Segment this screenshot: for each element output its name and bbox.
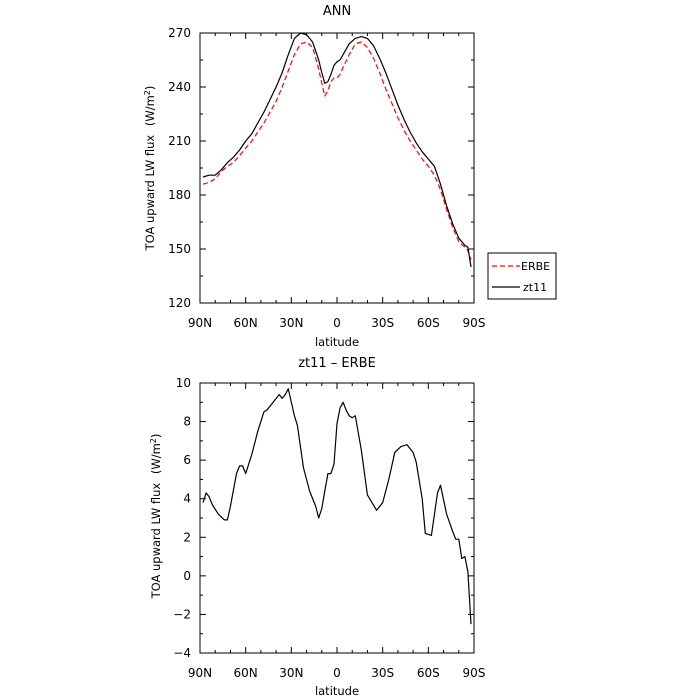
annual-mean-panel: ANN 90N 60N 30N 0 30S 60S 90S 120 150 180 210 240 27… xyxy=(143,4,557,349)
x-tick-label: 30N xyxy=(279,316,303,330)
x-axis-title: latitude xyxy=(315,335,359,349)
x-tick-label: 90N xyxy=(188,316,212,330)
y-tick-label: 210 xyxy=(168,134,191,148)
x-tick-label: 90N xyxy=(188,666,212,680)
y-axis-title: TOA upward LW flux (W/m2) xyxy=(149,434,164,600)
series-line-zt11 xyxy=(202,32,472,268)
x-tick-label: 0 xyxy=(333,316,341,330)
y-tick-label: 6 xyxy=(183,453,191,467)
y-axis-title-text: TOA upward LW flux xyxy=(143,135,157,252)
y-tick-label: 4 xyxy=(183,492,191,506)
chart-title: zt11 – ERBE xyxy=(298,356,376,371)
series-line-difference xyxy=(202,388,472,625)
x-tick-label: 30S xyxy=(371,316,394,330)
x-tick-label: 60N xyxy=(234,666,258,680)
chart-title: ANN xyxy=(323,4,351,19)
x-tick-label: 30N xyxy=(279,666,303,680)
y-tick-label: 10 xyxy=(176,376,191,390)
legend-box xyxy=(487,252,557,300)
y-tick-label: 2 xyxy=(183,530,191,544)
y-tick-label: −4 xyxy=(173,646,191,660)
x-tick-label: 90S xyxy=(463,666,486,680)
y-axis-title-text: TOA upward LW flux xyxy=(149,483,163,600)
y-axis-title-unit: (W/m xyxy=(149,443,163,474)
y-tick-label: 8 xyxy=(183,415,191,429)
x-tick-label: 60S xyxy=(417,666,440,680)
y-tick-label: 180 xyxy=(168,188,191,202)
difference-panel: zt11 – ERBE 90N 60N 30N 0 30S 60S 90S −4 −2 0 2 4 6 8… xyxy=(149,356,486,698)
y-axis-title-unit-close: ) xyxy=(143,86,157,91)
x-tick-label: 90S xyxy=(463,316,486,330)
y-tick-label: 0 xyxy=(183,569,191,583)
plot-area: 90N 60N 30N 0 30S 60S 90S −4 −2 0 2 4 6 8 10 xyxy=(173,376,485,680)
plot-area: 90N 60N 30N 0 30S 60S 90S 120 150 180 210 240 270 xyxy=(168,26,485,330)
x-tick-label: 60N xyxy=(234,316,258,330)
x-tick-label: 0 xyxy=(333,666,341,680)
series-line-erbe xyxy=(202,41,472,260)
y-tick-label: 120 xyxy=(168,296,191,310)
y-axis-title: TOA upward LW flux (W/m2) xyxy=(143,86,158,252)
x-axis-title: latitude xyxy=(315,684,359,698)
y-tick-label: 270 xyxy=(168,26,191,40)
legend-label-erbe: ERBE xyxy=(521,260,550,273)
legend-label-zt11: zt11 xyxy=(523,281,547,294)
x-tick-label: 30S xyxy=(371,666,394,680)
y-axis-title-unit: (W/m xyxy=(143,95,157,126)
y-axis-title-unit-superscript: 2 xyxy=(149,438,158,443)
y-axis-title-unit-superscript: 2 xyxy=(143,90,152,95)
y-tick-label: 240 xyxy=(168,80,191,94)
y-axis-title-unit-close: ) xyxy=(149,434,163,439)
legend: ERBE zt11 xyxy=(487,252,557,300)
x-tick-label: 60S xyxy=(417,316,440,330)
y-tick-label: −2 xyxy=(173,607,191,621)
y-tick-label: 150 xyxy=(168,242,191,256)
